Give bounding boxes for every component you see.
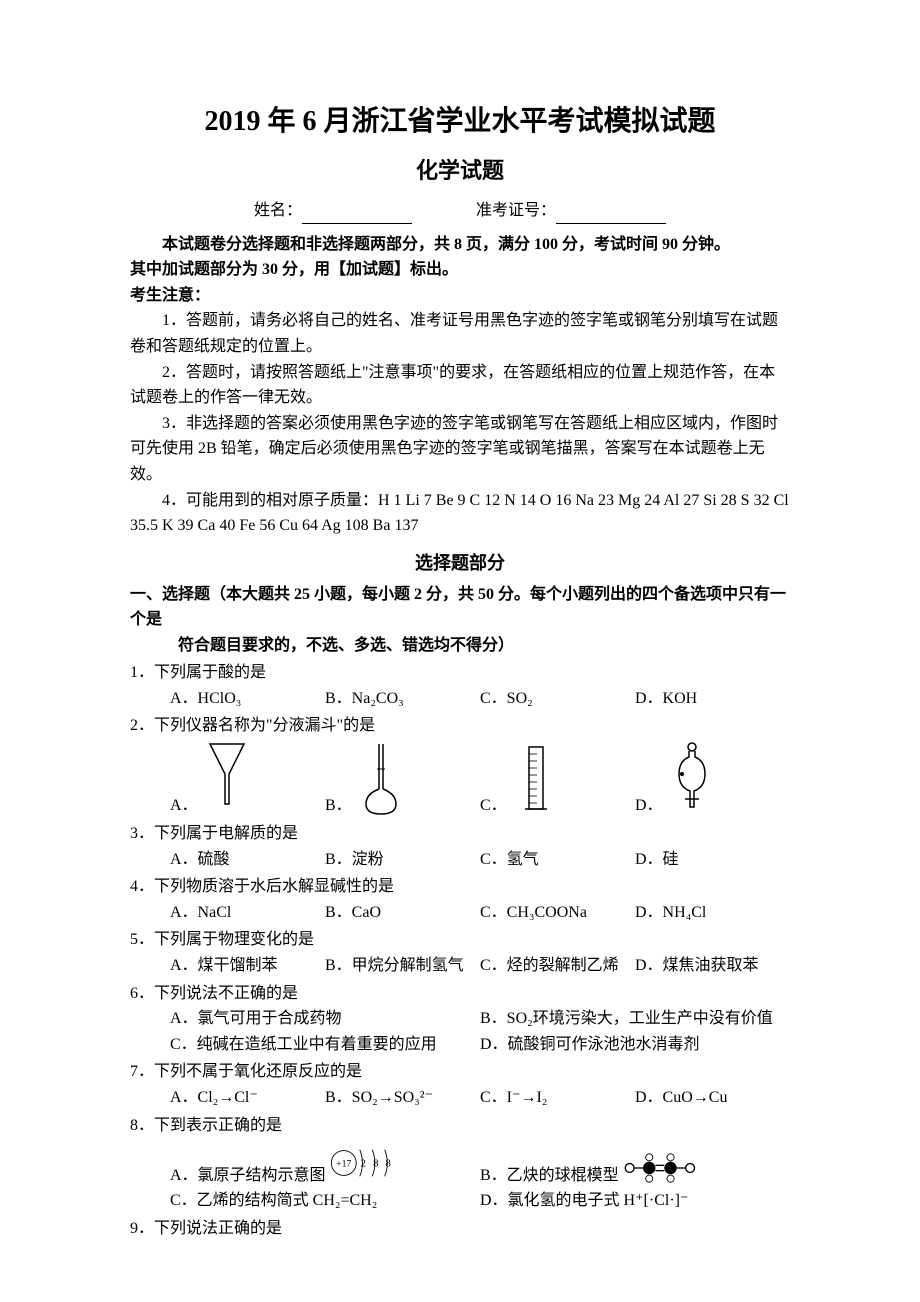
funnel-icon <box>202 739 252 819</box>
q3-opt-d: D．硅 <box>635 847 790 873</box>
note-1: 1．答题前，请务必将自己的姓名、准考证号用黑色字迹的签字笔或钢笔分别填写在试题卷… <box>130 308 790 359</box>
q6-options: A．氯气可用于合成药物 B．SO₂环境污染大，工业生产中没有价值 C．纯碱在造纸… <box>130 1006 790 1057</box>
q7-options: A．Cl₂→Cl⁻ B．SO₂→SO₃²⁻ C．I⁻→I₂ D．CuO→Cu <box>130 1085 790 1111</box>
q2-opt-c: C． <box>480 739 635 819</box>
q3-opt-a: A．硫酸 <box>170 847 325 873</box>
q1-opt-c: C．SO₂ <box>480 686 635 712</box>
q5-opt-b: B．甲烷分解制氢气 <box>325 953 480 979</box>
q6-opt-d: D．硫酸铜可作泳池池水消毒剂 <box>480 1032 790 1058</box>
q2-a-label: A． <box>170 793 198 819</box>
q4-opt-d: D．NH₄Cl <box>635 900 790 926</box>
name-label: 姓名： <box>254 202 302 219</box>
q6-opt-a: A．氯气可用于合成药物 <box>170 1006 480 1032</box>
q1-opt-d: D．KOH <box>635 686 790 712</box>
question-2: 2．下列仪器名称为"分液漏斗"的是 <box>130 713 790 739</box>
sub-title: 化学试题 <box>130 153 790 188</box>
instruction-line-b: 符合题目要求的，不选、多选、错选均不得分） <box>130 633 790 659</box>
notice-heading: 考生注意： <box>130 283 790 309</box>
q4-opt-b: B．CaO <box>325 900 480 926</box>
q8-a-label: A．氯原子结构示意图 <box>170 1163 326 1189</box>
name-blank <box>302 223 412 224</box>
intro-line-1: 本试题卷分选择题和非选择题两部分，共 8 页，满分 100 分，考试时间 90 … <box>130 232 790 258</box>
question-7: 7．下列不属于氧化还原反应的是 <box>130 1059 790 1085</box>
q8-b-label: B．乙炔的球棍模型 <box>480 1163 619 1189</box>
note-2: 2．答题时，请按照答题纸上"注意事项"的要求，在答题纸相应的位置上规范作答，在本… <box>130 360 790 411</box>
q2-opt-a: A． <box>170 739 325 819</box>
q2-b-label: B． <box>325 793 352 819</box>
admission-blank <box>556 223 666 224</box>
q5-opt-a: A．煤干馏制苯 <box>170 953 325 979</box>
q5-options: A．煤干馏制苯 B．甲烷分解制氢气 C．烃的裂解制乙烯 D．煤焦油获取苯 <box>130 953 790 979</box>
q2-d-label: D． <box>635 793 663 819</box>
q6-opt-c: C．纯碱在造纸工业中有着重要的应用 <box>170 1032 480 1058</box>
note-4: 4．可能用到的相对原子质量：H 1 Li 7 Be 9 C 12 N 14 O … <box>130 488 790 539</box>
q3-options: A．硫酸 B．淀粉 C．氢气 D．硅 <box>130 847 790 873</box>
q6-opt-b: B．SO₂环境污染大，工业生产中没有价值 <box>480 1006 790 1032</box>
svg-text:8: 8 <box>373 1159 378 1170</box>
q8-opt-d: D．氯化氢的电子式 H⁺[·Cl·]⁻ <box>480 1188 790 1214</box>
question-8: 8．下到表示正确的是 <box>130 1113 790 1139</box>
q2-c-label: C． <box>480 793 507 819</box>
ball-stick-model-icon <box>619 1148 699 1188</box>
volumetric-flask-icon <box>356 739 406 819</box>
q3-opt-c: C．氢气 <box>480 847 635 873</box>
q1-opt-b: B．Na₂CO₃ <box>325 686 480 712</box>
question-1: 1．下列属于酸的是 <box>130 660 790 686</box>
question-3: 3．下列属于电解质的是 <box>130 821 790 847</box>
graduated-cylinder-icon <box>511 739 561 819</box>
q7-opt-b: B．SO₂→SO₃²⁻ <box>325 1085 480 1111</box>
separating-funnel-icon <box>667 739 717 819</box>
q4-options: A．NaCl B．CaO C．CH₃COONa D．NH₄Cl <box>130 900 790 926</box>
q2-opt-d: D． <box>635 739 790 819</box>
q5-opt-d: D．煤焦油获取苯 <box>635 953 790 979</box>
admission-label: 准考证号： <box>476 202 556 219</box>
question-4: 4．下列物质溶于水后水解显碱性的是 <box>130 874 790 900</box>
question-5: 5．下列属于物理变化的是 <box>130 927 790 953</box>
svg-text:+17: +17 <box>336 1159 351 1170</box>
q4-opt-c: C．CH₃COONa <box>480 900 635 926</box>
candidate-info-line: 姓名： 准考证号： <box>130 198 790 224</box>
question-6: 6．下列说法不正确的是 <box>130 981 790 1007</box>
intro-line-2: 其中加试题部分为 30 分，用【加试题】标出。 <box>130 257 790 283</box>
question-9: 9．下列说法正确的是 <box>130 1216 790 1242</box>
q8-opt-a: A．氯原子结构示意图 +17 2 8 8 <box>170 1138 480 1188</box>
instruction-line-a: 一、选择题（本大题共 25 小题，每小题 2 分，共 50 分。每个小题列出的四… <box>130 582 790 633</box>
section-heading: 选择题部分 <box>130 549 790 578</box>
q3-opt-b: B．淀粉 <box>325 847 480 873</box>
q8-opt-c: C．乙烯的结构简式 CH₂=CH₂ <box>170 1188 480 1214</box>
q1-opt-a: A．HClO₃ <box>170 686 325 712</box>
q1-options: A．HClO₃ B．Na₂CO₃ C．SO₂ D．KOH <box>130 686 790 712</box>
atom-structure-icon: +17 2 8 8 <box>326 1138 406 1188</box>
q7-opt-c: C．I⁻→I₂ <box>480 1085 635 1111</box>
q4-opt-a: A．NaCl <box>170 900 325 926</box>
q7-opt-d: D．CuO→Cu <box>635 1085 790 1111</box>
svg-text:2: 2 <box>360 1159 365 1170</box>
q2-opt-b: B． <box>325 739 480 819</box>
q5-opt-c: C．烃的裂解制乙烯 <box>480 953 635 979</box>
q8-opt-b: B．乙炔的球棍模型 <box>480 1138 790 1188</box>
svg-text:8: 8 <box>385 1159 390 1170</box>
main-title: 2019 年 6 月浙江省学业水平考试模拟试题 <box>130 100 790 145</box>
q8-options: A．氯原子结构示意图 +17 2 8 8 B．乙炔的球棍模型 <box>130 1138 790 1214</box>
q2-options: A． B． C． D． <box>130 739 790 819</box>
q7-opt-a: A．Cl₂→Cl⁻ <box>170 1085 325 1111</box>
note-3: 3．非选择题的答案必须使用黑色字迹的签字笔或钢笔写在答题纸上相应区域内，作图时可… <box>130 411 790 488</box>
